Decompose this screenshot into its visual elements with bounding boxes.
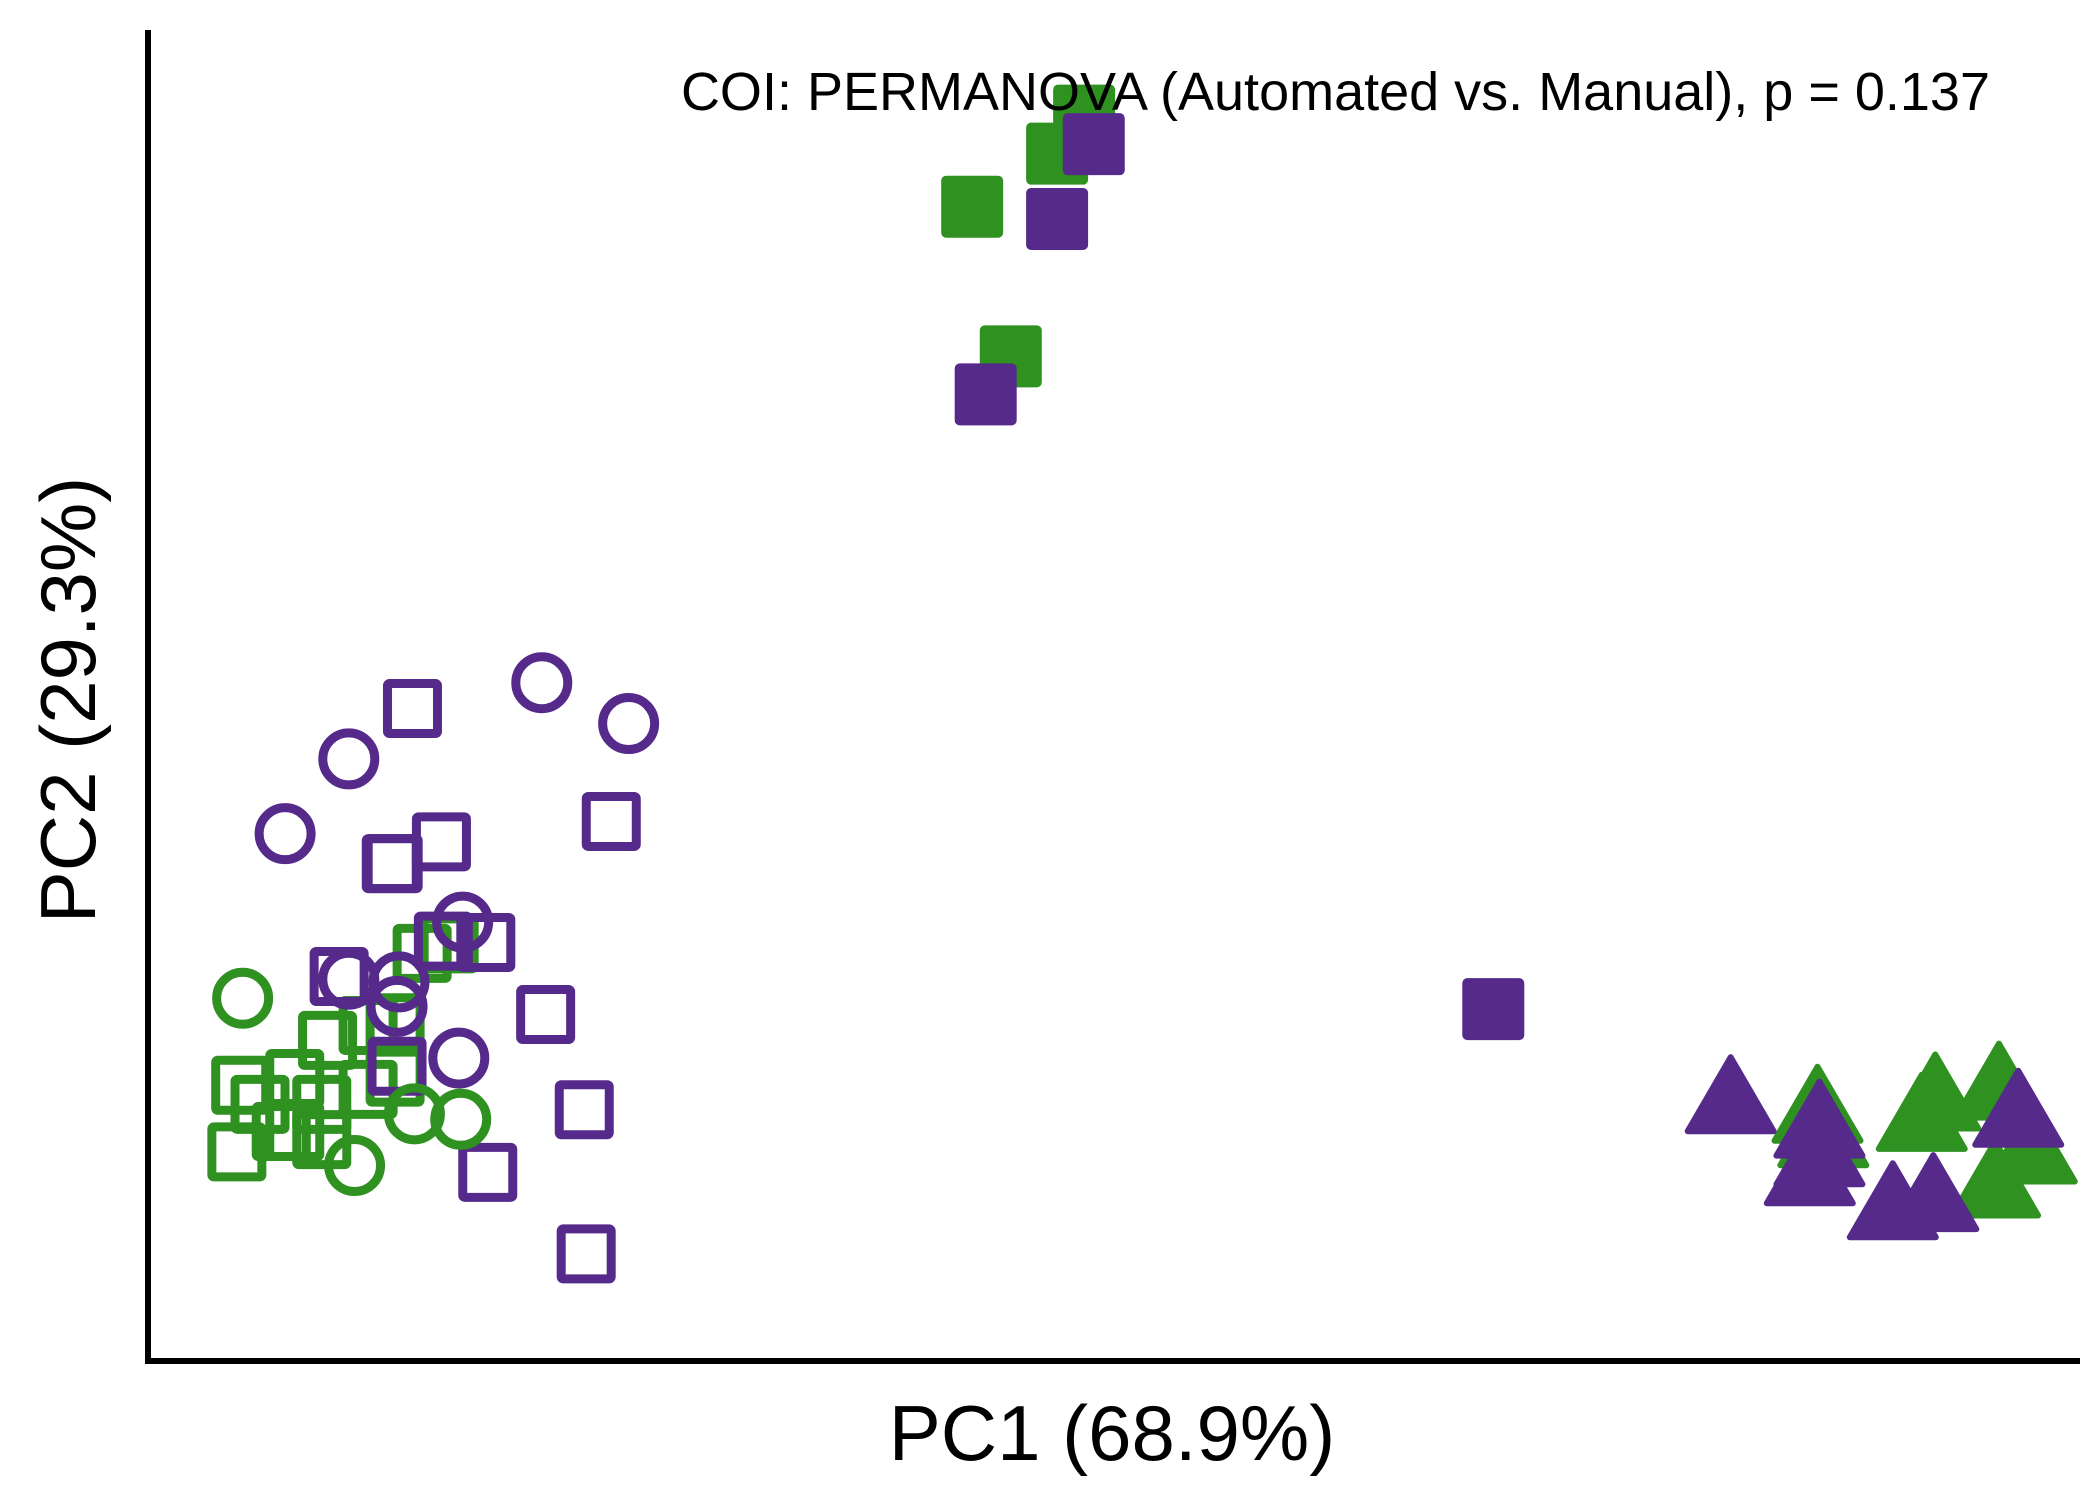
point-purple-solid-square xyxy=(1026,187,1089,250)
permanova-annotation: COI: PERMANOVA (Automated vs. Manual), p… xyxy=(681,62,1990,122)
point-green-solid-triangle xyxy=(1949,1138,2042,1219)
point-green-open-circle xyxy=(430,1088,492,1150)
point-green-open-circle xyxy=(212,967,274,1029)
point-purple-open-square xyxy=(382,679,442,739)
point-green-solid-square xyxy=(941,175,1004,238)
point-purple-open-circle xyxy=(366,975,428,1037)
point-purple-solid-triangle xyxy=(1887,1152,1980,1233)
point-purple-open-circle xyxy=(432,891,494,953)
point-purple-open-circle xyxy=(368,951,430,1013)
point-green-open-circle xyxy=(383,1083,445,1145)
point-purple-open-circle xyxy=(511,652,573,714)
point-purple-open-square xyxy=(554,1080,614,1140)
data-points xyxy=(207,84,2078,1284)
point-purple-open-square xyxy=(413,911,473,971)
point-purple-open-circle xyxy=(254,803,316,865)
point-purple-open-circle xyxy=(318,728,380,790)
point-purple-open-square xyxy=(411,812,471,872)
point-purple-open-square xyxy=(516,985,576,1045)
x-axis-label: PC1 (68.9%) xyxy=(889,1389,1336,1477)
point-purple-solid-square xyxy=(1062,113,1125,176)
point-green-open-square xyxy=(298,1010,358,1070)
point-purple-open-square xyxy=(361,834,421,894)
point-purple-solid-triangle xyxy=(1684,1054,1777,1135)
point-purple-open-square xyxy=(363,834,423,894)
y-axis-label: PC2 (29.3%) xyxy=(24,477,112,924)
point-green-open-square xyxy=(207,1122,267,1182)
point-purple-solid-square xyxy=(1462,978,1525,1041)
point-purple-solid-triangle xyxy=(1773,1107,1866,1188)
point-purple-open-circle xyxy=(428,1027,490,1089)
point-purple-solid-triangle xyxy=(1972,1067,2065,1148)
point-purple-open-square xyxy=(458,1142,518,1202)
point-green-open-square xyxy=(265,1048,325,1108)
point-purple-open-circle xyxy=(598,693,660,755)
point-purple-solid-square xyxy=(954,363,1017,426)
point-green-open-circle xyxy=(324,1135,386,1197)
point-green-solid-triangle xyxy=(1889,1051,1982,1132)
point-purple-open-square xyxy=(581,791,641,851)
point-purple-open-square xyxy=(556,1224,616,1284)
